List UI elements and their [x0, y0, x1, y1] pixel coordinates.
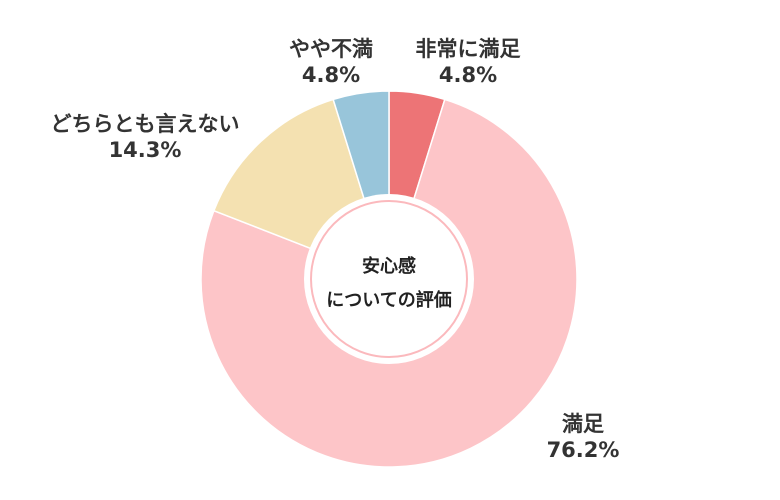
- center-ring: [310, 200, 468, 358]
- center-label: 安心感 についての評価: [314, 250, 464, 318]
- slice-label-neutral: どちらとも言えない 14.3%: [51, 111, 240, 163]
- slice-label-very-satisfied: 非常に満足 4.8%: [416, 36, 521, 88]
- slice-label-satisfied: 満足 76.2%: [547, 411, 620, 463]
- center-label-line-2: についての評価: [326, 290, 452, 311]
- slice-name-very-satisfied: 非常に満足: [415, 37, 521, 61]
- slice-label-slightly-dissatisfied: やや不満 4.8%: [289, 36, 373, 88]
- slice-name-satisfied: 満足: [561, 412, 604, 436]
- slice-value-neutral: 14.3%: [108, 138, 182, 162]
- slice-value-slightly-dissatisfied: 4.8%: [301, 63, 361, 87]
- center-hole: [304, 194, 474, 364]
- slice-name-slightly-dissatisfied: やや不満: [289, 37, 373, 61]
- slice-name-neutral: どちらとも言えない: [50, 112, 240, 136]
- slice-value-satisfied: 76.2%: [546, 438, 620, 462]
- slice-value-very-satisfied: 4.8%: [438, 63, 498, 87]
- center-label-line-1: 安心感: [362, 256, 416, 277]
